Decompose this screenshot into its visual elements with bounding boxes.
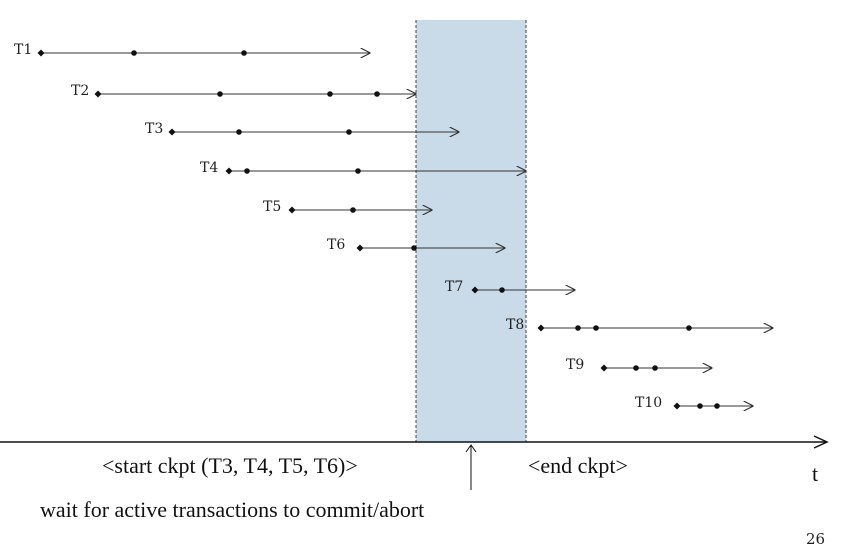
transaction-start-marker-t3 [168, 128, 176, 136]
transaction-t2: T2 [71, 83, 416, 99]
transaction-start-marker-t5 [288, 206, 296, 214]
transaction-action-dot-t2-1 [217, 91, 223, 97]
transactions: T1 T2 T3 T4 T5 T6 T7 T8 T9 T10 [14, 42, 773, 411]
transaction-action-dot-t9-1 [633, 365, 639, 371]
transaction-action-dot-t8-1 [575, 325, 581, 331]
transaction-start-marker-t2 [94, 90, 102, 98]
checkpoint-region [416, 20, 526, 442]
transaction-t10: T10 [635, 395, 753, 411]
transaction-start-marker-t8 [537, 324, 545, 332]
transaction-action-dot-t2-2 [327, 91, 333, 97]
transaction-t7: T7 [445, 279, 575, 295]
transaction-t3: T3 [145, 121, 459, 137]
transaction-action-dot-t8-2 [593, 325, 599, 331]
transaction-start-marker-t6 [356, 244, 364, 252]
transaction-action-dot-t4-2 [355, 168, 361, 174]
start-ckpt-label: <start ckpt (T3, T4, T5, T6)> [102, 453, 358, 478]
transaction-start-marker-t10 [673, 402, 681, 410]
time-axis-label: t [812, 461, 818, 486]
transaction-action-dot-t1-2 [241, 50, 247, 56]
transaction-action-dot-t6-1 [411, 245, 417, 251]
transaction-t5: T5 [263, 199, 432, 215]
transaction-label-t9: T9 [566, 357, 584, 373]
transaction-start-marker-t4 [225, 167, 233, 175]
transaction-start-marker-t9 [600, 364, 608, 372]
wait-pointer-arrowhead [465, 444, 477, 453]
transaction-label-t6: T6 [327, 237, 345, 253]
transaction-label-t3: T3 [145, 121, 163, 137]
transaction-t1: T1 [14, 42, 370, 58]
transaction-action-dot-t9-2 [652, 365, 658, 371]
transaction-t9: T9 [566, 357, 712, 373]
transaction-label-t10: T10 [635, 395, 662, 411]
transaction-action-dot-t3-2 [346, 129, 352, 135]
transaction-action-dot-t3-1 [236, 129, 242, 135]
transaction-label-t7: T7 [445, 279, 463, 295]
wait-note: wait for active transactions to commit/a… [40, 497, 424, 522]
transaction-action-dot-t7-1 [499, 287, 505, 293]
transaction-start-marker-t7 [471, 286, 479, 294]
end-ckpt-label: <end ckpt> [528, 453, 628, 478]
time-axis-arrowhead [813, 435, 829, 449]
transaction-action-dot-t8-3 [686, 325, 692, 331]
slide-number: 26 [806, 530, 825, 548]
transaction-start-marker-t1 [37, 49, 45, 57]
transaction-label-t4: T4 [200, 160, 218, 176]
transaction-label-t5: T5 [263, 199, 281, 215]
transaction-action-dot-t1-1 [131, 50, 137, 56]
transaction-label-t2: T2 [71, 83, 89, 99]
transaction-label-t1: T1 [14, 42, 32, 58]
transaction-label-t8: T8 [506, 317, 524, 333]
transaction-t4: T4 [200, 160, 526, 176]
transaction-action-dot-t10-1 [697, 403, 703, 409]
transaction-t6: T6 [327, 237, 505, 253]
transaction-action-dot-t5-1 [350, 207, 356, 213]
transaction-action-dot-t10-2 [714, 403, 720, 409]
transaction-action-dot-t4-1 [244, 168, 250, 174]
transaction-action-dot-t2-3 [374, 91, 380, 97]
transaction-t8: T8 [506, 317, 773, 333]
